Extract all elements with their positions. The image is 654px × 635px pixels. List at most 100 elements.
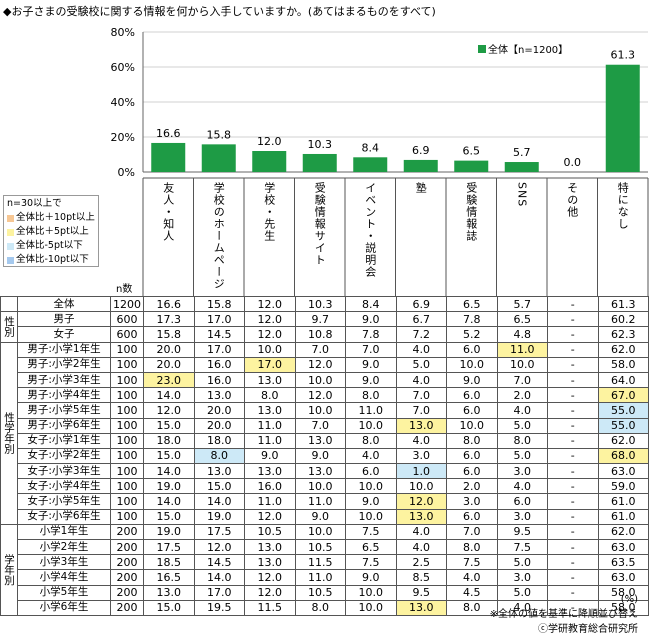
value-cell: 12.0 [244, 326, 296, 343]
value-cell: 8.0 [345, 432, 397, 449]
value-cell: 63.0 [597, 463, 649, 480]
value-cell: - [547, 341, 599, 358]
value-cell: 20.0 [193, 402, 245, 419]
value-cell: 13.0 [143, 584, 195, 601]
value-cell: - [547, 523, 599, 541]
value-cell: 9.0 [345, 569, 397, 586]
value-cell: 10.0 [345, 599, 397, 616]
value-cell: 11.0 [294, 493, 346, 510]
value-cell: 14.0 [143, 493, 195, 510]
value-cell: - [547, 463, 599, 480]
value-cell: 12.0 [294, 356, 346, 373]
table-row: 男子:小学5年生 100 12.0 20.0 13.0 10.0 11.0 7.0 6.0 4.0… [1, 402, 649, 419]
value-cell: 19.5 [193, 599, 245, 616]
value-cell: 4.0 [395, 538, 447, 556]
value-cell: 58.0 [597, 356, 649, 373]
value-cell: 55.0 [597, 402, 649, 419]
value-cell: 8.0 [446, 432, 498, 449]
value-cell: 14.0 [193, 569, 245, 586]
value-cell: 7.5 [496, 538, 548, 556]
value-cell: 8.0 [244, 387, 296, 404]
value-cell: 8.0 [193, 447, 245, 465]
value-cell: 7.5 [345, 523, 397, 541]
value-cell: - [547, 371, 599, 389]
value-cell: 17.0 [244, 356, 296, 373]
row-label: 女子:小学6年生 [17, 508, 111, 525]
value-cell: 17.0 [193, 341, 245, 358]
value-cell: 6.5 [446, 295, 498, 313]
row-label: 女子 [17, 326, 111, 343]
data-label: 6.5 [463, 145, 481, 158]
value-cell: - [547, 326, 599, 343]
value-cell: 7.0 [395, 402, 447, 419]
y-tick-label: 20% [111, 131, 135, 144]
category-label: SNS [515, 182, 528, 207]
value-cell: 2.0 [446, 478, 498, 495]
value-cell: 5.0 [395, 356, 447, 373]
n-count-cell: 100 [110, 432, 144, 449]
legend-label: 全体比＋10pt以上 [16, 212, 95, 223]
table-row: 男子:小学6年生 100 15.0 20.0 11.0 7.0 10.0 13.0 10.0 5.… [1, 417, 649, 434]
row-label: 女子:小学2年生 [17, 447, 111, 465]
data-label: 61.3 [611, 49, 636, 62]
highlight-legend-item: 全体比＋5pt以上 [7, 225, 95, 239]
value-cell: 8.0 [294, 599, 346, 616]
value-cell: 4.0 [395, 432, 447, 449]
value-cell: 13.0 [244, 538, 296, 556]
value-cell: 15.0 [143, 508, 195, 525]
value-cell: 7.0 [294, 417, 346, 434]
value-cell: 15.0 [143, 447, 195, 465]
highlight-legend-item: 全体比-5pt以下 [7, 239, 95, 253]
legend-swatch-lightblue [7, 242, 14, 250]
value-cell: 12.0 [244, 295, 296, 313]
table-row: 小学6年生 200 15.0 19.5 11.5 8.0 10.0 13.0 8.0 4.0-58… [1, 599, 649, 616]
value-cell: 6.0 [496, 493, 548, 510]
data-label: 10.3 [308, 138, 333, 151]
value-cell: 10.5 [294, 584, 346, 601]
value-cell: 8.0 [496, 432, 548, 449]
value-cell: 7.0 [496, 371, 548, 389]
data-label: 16.6 [156, 127, 181, 140]
value-cell: 63.5 [597, 554, 649, 571]
legend-label: 全体比＋5pt以上 [16, 226, 89, 237]
value-cell: 3.0 [496, 569, 548, 586]
value-cell: - [547, 584, 599, 601]
value-cell: 6.0 [446, 341, 498, 358]
value-cell: 7.8 [446, 311, 498, 328]
value-cell: - [547, 569, 599, 586]
category-label: 特になし [616, 181, 629, 230]
data-label: 8.4 [362, 141, 380, 154]
value-cell: 17.0 [193, 311, 245, 328]
value-cell: 9.0 [345, 311, 397, 328]
value-cell: 5.0 [496, 447, 548, 465]
n-count-cell: 600 [110, 311, 144, 328]
value-cell: 6.9 [395, 295, 447, 313]
value-cell: 13.0 [244, 463, 296, 480]
value-cell: 55.0 [597, 417, 649, 434]
table-row: 全体 1200 16.6 15.8 12.0 10.3 8.4 6.9 6.5 5.7-61.3 [0, 295, 649, 313]
value-cell: - [547, 417, 599, 434]
value-cell: 19.0 [193, 508, 245, 525]
value-cell: 6.7 [395, 311, 447, 328]
highlight-legend: n=30以上で 全体比＋10pt以上 全体比＋5pt以上 全体比-5pt以下 全… [3, 195, 99, 267]
value-cell: 20.0 [193, 417, 245, 434]
row-label: 男子:小学1年生 [17, 341, 111, 358]
value-cell: 9.0 [345, 371, 397, 389]
bar [403, 159, 438, 172]
row-label: 小学2年生 [17, 538, 111, 556]
table-row: 女子:小学6年生 100 15.0 19.0 12.0 9.0 10.0 13.0 6.0 3.0… [1, 508, 649, 525]
value-cell: 12.0 [244, 311, 296, 328]
value-cell: 6.0 [446, 463, 498, 480]
table-row: 学年別 小学1年生 200 19.0 17.5 10.5 10.0 7.5 4.0 7.0 9.5-… [0, 523, 649, 616]
value-cell: 9.7 [294, 311, 346, 328]
row-label: 小学3年生 [17, 554, 111, 571]
value-cell: 7.2 [395, 326, 447, 343]
table-row: 小学5年生 200 13.0 17.0 12.0 10.5 10.0 9.5 4.5 5.0-58… [1, 584, 649, 601]
value-cell: 8.0 [446, 599, 498, 616]
row-label: 男子 [17, 311, 111, 328]
category-label: イベント・説明会 [364, 182, 377, 278]
value-cell: 17.5 [193, 523, 245, 541]
category-label: 学校・先生 [263, 181, 276, 242]
row-label: 小学6年生 [17, 599, 111, 616]
highlight-legend-note: n=30以上で [7, 198, 62, 209]
